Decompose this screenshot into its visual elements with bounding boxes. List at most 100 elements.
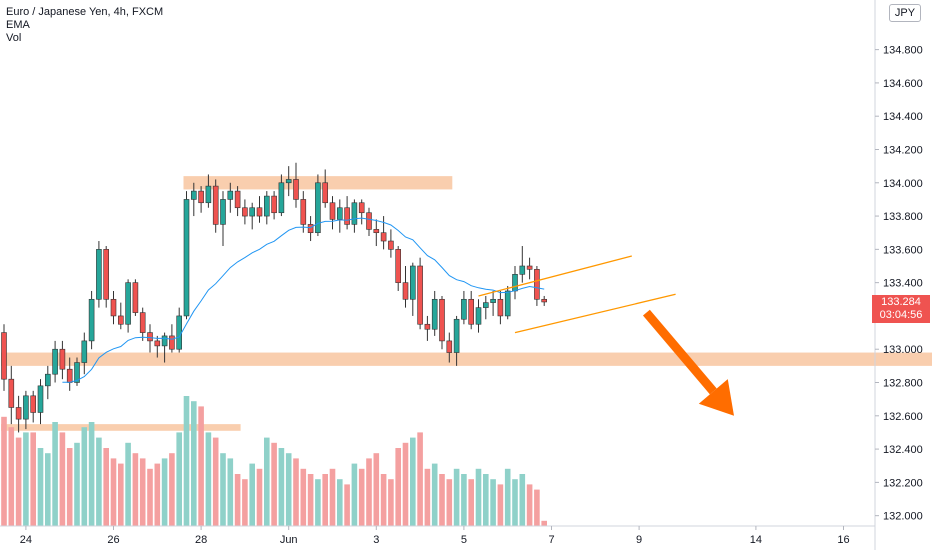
candle-body [8,378,15,408]
price-tick-label: 134.600 [883,78,923,90]
candle [205,174,212,208]
volume-bar [8,427,15,526]
volume-bar [125,442,131,526]
volume-bar [45,453,51,526]
volume-bar [453,468,460,526]
volume-bar [490,479,496,526]
candle [431,290,438,336]
volume-bar [504,468,511,526]
candle-body [541,298,548,303]
candle [285,166,292,197]
candle-body [263,195,270,217]
volume-bar [132,453,139,526]
candle-body [66,368,73,383]
volume-bar [402,442,409,526]
volume-bar [88,422,95,526]
candle [336,199,343,233]
candle-body [44,373,51,387]
candle-body [59,348,66,370]
candle-body [482,302,489,308]
volume-bar [264,437,270,526]
volume-bar [271,442,277,526]
candle [526,257,533,280]
candle [307,216,314,242]
candle [125,279,131,333]
candle [534,266,540,306]
trend-arrow-head [698,379,734,416]
candle [74,357,80,386]
candle-body [322,182,329,204]
candle [37,379,44,425]
candle-body [110,298,117,317]
candle-body [358,202,365,214]
candle-body [271,195,277,214]
candle [59,340,66,380]
candle [519,246,526,283]
candle-body [278,182,285,214]
support-resistance-zones [1,176,932,431]
candle-body [534,269,540,300]
candle-body [176,315,182,350]
last-price-tag: 133.284 03:04:56 [872,295,930,323]
candle-body [125,282,131,325]
candle [103,246,109,308]
volume-bar [15,437,22,526]
candle-body [351,202,358,225]
volume-bar [37,448,44,526]
candle [475,299,482,333]
candle-body [380,232,387,242]
price-tick-label: 133.000 [883,344,923,356]
price-tick-label: 134.000 [883,178,923,190]
candle [1,324,7,391]
candle-body [15,407,22,420]
candle [30,390,37,423]
volume-bar [23,432,29,526]
currency-badge[interactable]: JPY [889,4,921,22]
volume-bar [183,396,190,526]
candle [15,395,22,433]
volume-bar [519,474,526,526]
volume-bar [30,432,36,526]
candle [344,196,350,230]
candle [541,295,548,306]
volume-bar [205,432,212,526]
volume-bar [410,437,416,526]
candle-body [103,249,109,300]
volume-bar [351,463,358,526]
candle [118,302,124,330]
candle [44,365,51,400]
candle-body [256,207,263,217]
price-tick-label: 132.600 [883,411,923,423]
candle [315,174,321,237]
volume-bar [139,458,146,526]
candle [198,186,204,213]
time-tick-label: 3 [373,534,379,546]
candle [132,279,139,316]
candle [81,332,88,375]
volume-bar [322,474,328,526]
candle [322,169,329,208]
volume-bar [344,484,350,526]
candle [183,191,190,320]
candle-body [227,190,234,200]
candle [453,315,460,366]
candle-body [285,179,292,184]
candle [402,266,409,308]
time-tick-label: 5 [461,534,467,546]
candle-body [1,332,7,380]
volume-bar [475,468,482,526]
price-tick-label: 132.000 [883,511,923,523]
candle-body [81,340,88,363]
ema-path [62,217,545,383]
candle-body [37,385,44,413]
candle-body [169,335,175,350]
price-tick-label: 133.600 [883,244,923,256]
candle [154,335,161,358]
candle [424,315,431,341]
candle [263,191,270,225]
zone [1,352,932,366]
volume-bar [256,468,263,526]
candle [380,216,387,250]
